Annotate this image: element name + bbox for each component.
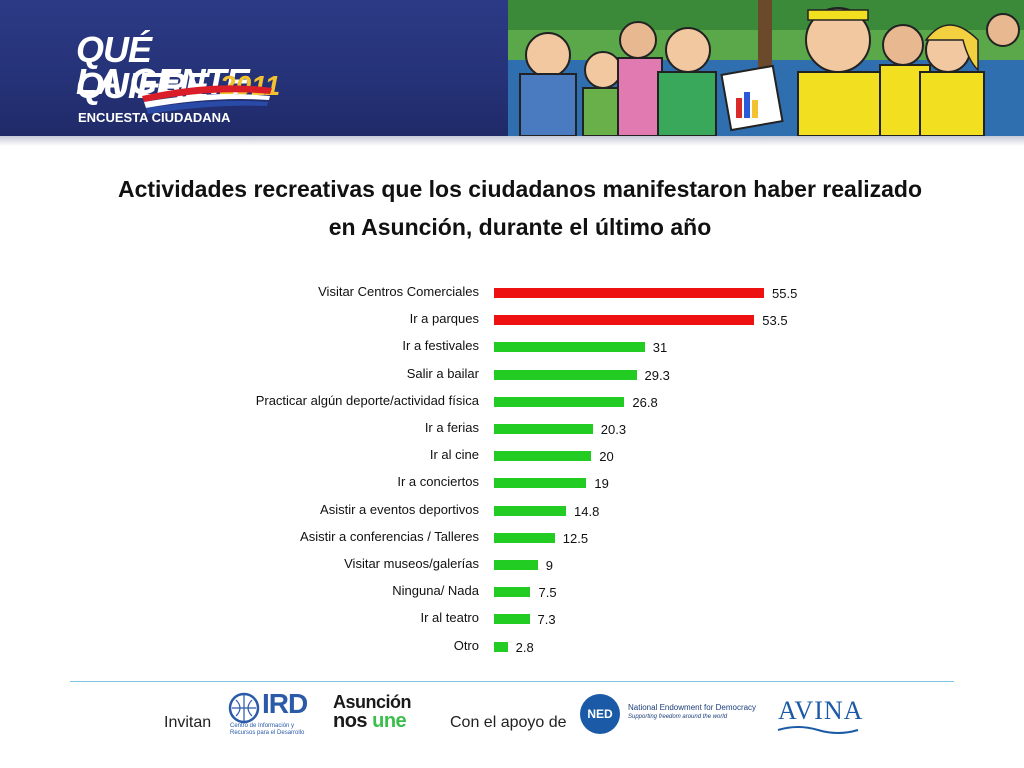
bar bbox=[494, 478, 587, 489]
category-label: Practicar algún deporte/actividad física bbox=[255, 392, 479, 408]
value-label: 53.5 bbox=[762, 313, 788, 329]
value-label: 14.8 bbox=[574, 503, 600, 519]
flag-swoosh-icon bbox=[142, 85, 272, 114]
value-label: 20 bbox=[599, 449, 614, 465]
bar bbox=[494, 532, 555, 543]
value-label: 2.8 bbox=[515, 639, 534, 655]
value-label: 20.3 bbox=[600, 422, 627, 437]
category-label: Asistir a conferencias / Talleres bbox=[300, 528, 479, 544]
value-label: 29.3 bbox=[644, 367, 670, 383]
ird-globe-icon bbox=[228, 692, 260, 724]
bar bbox=[494, 587, 531, 598]
value-label: 7.5 bbox=[538, 585, 557, 601]
category-label: Asistir a eventos deportivos bbox=[320, 501, 479, 517]
value-label: 55.5 bbox=[772, 286, 798, 301]
bar-chart: Visitar Centros Comerciales 55.5 Ir a parq… bbox=[0, 278, 1024, 668]
value-label: 31 bbox=[652, 340, 668, 356]
bar bbox=[494, 342, 645, 353]
survey-logo: QUÉ QUIERE LA GENTE 2011 ENCUESTA CIUDAD… bbox=[72, 30, 292, 130]
value-label: 19 bbox=[594, 476, 609, 492]
category-label: Visitar museos/galerías bbox=[344, 556, 479, 571]
bar bbox=[494, 451, 592, 462]
bar bbox=[494, 505, 566, 516]
logo-title-line1: QUÉ QUIERE bbox=[76, 29, 209, 106]
bar bbox=[494, 424, 593, 434]
avina-logo: AVINA bbox=[778, 696, 864, 725]
ird-description: Centro de Información y Recursos para el… bbox=[230, 723, 305, 736]
header-banner: QUÉ QUIERE LA GENTE 2011 ENCUESTA CIUDAD… bbox=[0, 0, 1024, 136]
category-label: Ir a festivales bbox=[402, 338, 479, 354]
bar bbox=[494, 369, 637, 380]
value-label: 7.3 bbox=[537, 612, 556, 628]
ned-tagline: Supporting freedom around the world bbox=[628, 714, 728, 720]
asuncion-nos: nos bbox=[333, 710, 373, 732]
bar bbox=[494, 288, 764, 298]
ned-name: National Endowment for Democracy bbox=[628, 703, 757, 712]
category-label: Ir a conciertos bbox=[397, 474, 479, 490]
bar bbox=[494, 315, 755, 326]
value-label: 9 bbox=[545, 558, 554, 573]
cartoon-crowd-illustration bbox=[508, 0, 1024, 136]
bar bbox=[494, 396, 625, 407]
chart-title-line1: Actividades recreativas que los ciudadan… bbox=[117, 176, 922, 202]
category-label: Salir a bailar bbox=[406, 365, 479, 381]
logo-subtitle: ENCUESTA CIUDADANA bbox=[78, 110, 231, 125]
invitan-label: Invitan bbox=[164, 714, 212, 731]
value-label: 26.8 bbox=[632, 394, 658, 410]
chart-title-line2: en Asunción, durante el último año bbox=[328, 214, 712, 240]
bar bbox=[494, 614, 530, 625]
avina-wave-icon bbox=[777, 726, 859, 734]
banner-shadow bbox=[0, 136, 1024, 146]
ned-logo-icon: NED bbox=[580, 694, 620, 734]
category-label: Ir al teatro bbox=[420, 610, 479, 626]
category-label: Ir al cine bbox=[429, 447, 479, 463]
category-label: Ir a ferias bbox=[424, 420, 479, 435]
bar bbox=[494, 560, 538, 570]
footer-divider bbox=[70, 681, 954, 682]
ird-logo-text: IRD bbox=[262, 688, 308, 719]
asuncion-logo-line2: nos une bbox=[333, 710, 407, 733]
category-label: Ninguna/ Nada bbox=[392, 583, 479, 599]
category-label: Ir a parques bbox=[409, 311, 479, 327]
value-label: 12.5 bbox=[562, 530, 589, 546]
bar bbox=[494, 641, 508, 652]
category-label: Visitar Centros Comerciales bbox=[318, 284, 479, 299]
asuncion-logo-line1: Asunción bbox=[333, 692, 412, 712]
chart-title: Actividades recreativas que los ciudadan… bbox=[70, 170, 970, 246]
asuncion-une: une bbox=[372, 710, 407, 732]
category-label: Otro bbox=[453, 637, 479, 653]
apoyo-label: Con el apoyo de bbox=[450, 714, 567, 731]
